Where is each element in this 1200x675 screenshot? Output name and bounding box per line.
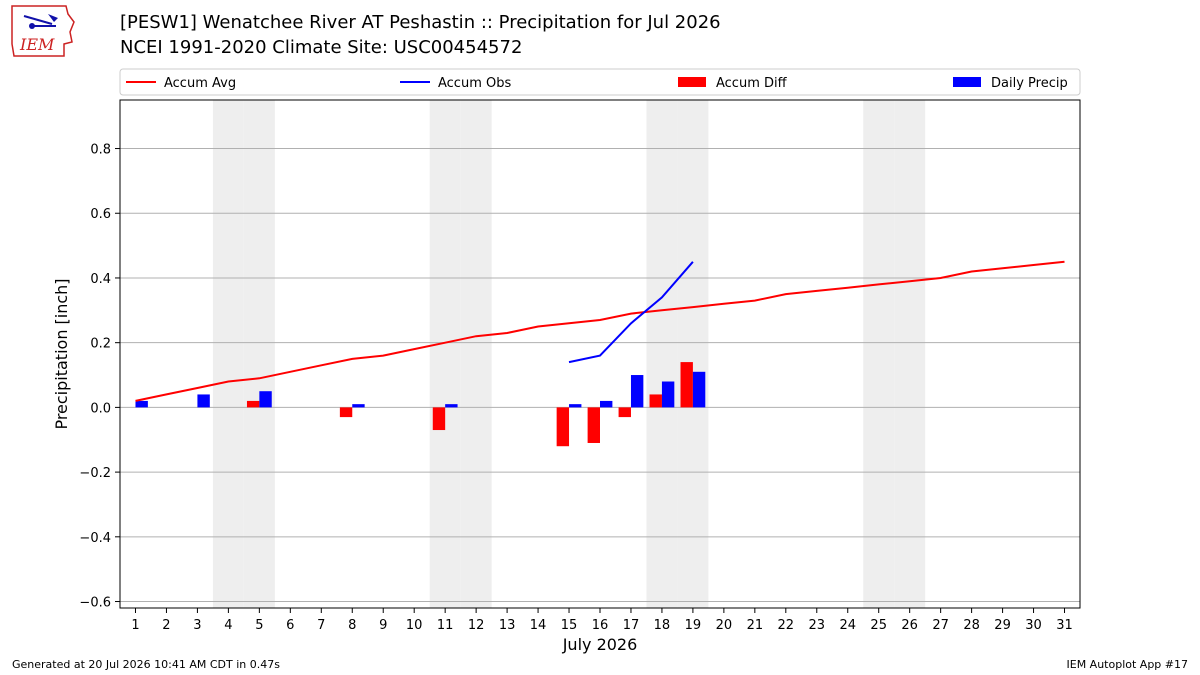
legend-daily-precip-label: Daily Precip — [991, 76, 1068, 91]
x-tick-label: 12 — [468, 618, 485, 633]
x-axis-label: July 2026 — [562, 635, 638, 654]
x-tick-label: 11 — [437, 618, 454, 633]
x-tick-label: 7 — [317, 618, 325, 633]
weekend-band — [460, 100, 492, 608]
legend-box — [119, 68, 1081, 96]
x-tick-label: 5 — [255, 618, 263, 633]
chart-subtitle: NCEI 1991-2020 Climate Site: USC00454572 — [120, 37, 523, 58]
y-tick-label: 0.4 — [90, 272, 111, 287]
x-tick-label: 22 — [778, 618, 795, 633]
legend-accum-avg-label: Accum Avg — [164, 76, 236, 91]
x-tick-label: 14 — [530, 618, 547, 633]
daily-precip-bar — [135, 400, 148, 408]
chart-title: [PESW1] Wenatchee River AT Peshastin :: … — [120, 12, 721, 33]
accum-diff-bar — [618, 407, 631, 418]
accum-diff-bar — [432, 407, 446, 431]
weekend-band — [646, 100, 678, 608]
legend-accum-diff-label: Accum Diff — [716, 76, 788, 91]
x-tick-label: 6 — [286, 618, 294, 633]
x-tick-label: 10 — [406, 618, 423, 633]
x-tick-label: 19 — [685, 618, 702, 633]
x-tick-label: 24 — [839, 618, 856, 633]
x-tick-label: 21 — [747, 618, 764, 633]
x-tick-label: 8 — [348, 618, 356, 633]
daily-precip-bar — [630, 375, 644, 408]
accum-avg-line — [135, 260, 1065, 402]
y-tick-label: 0.0 — [90, 401, 111, 416]
iem-logo: IEM — [8, 4, 80, 58]
daily-precip-bar — [197, 394, 210, 408]
x-tick-label: 26 — [901, 618, 918, 633]
accum-obs-line — [568, 261, 694, 364]
x-tick-label: 15 — [561, 618, 578, 633]
legend-accum-diff-swatch — [678, 77, 706, 87]
weekend-band — [243, 100, 275, 608]
accum-diff-bar — [339, 407, 353, 418]
weekend-band — [212, 100, 244, 608]
x-tick-label: 25 — [870, 618, 887, 633]
weekend-band — [863, 100, 895, 608]
accum-diff-bar — [649, 394, 662, 408]
accum-diff-bar — [556, 407, 570, 447]
x-tick-label: 9 — [379, 618, 387, 633]
y-tick-label: 0.2 — [90, 337, 111, 352]
daily-precip-bar — [569, 404, 582, 408]
x-tick-label: 16 — [592, 618, 609, 633]
x-tick-label: 20 — [716, 618, 733, 633]
y-tick-label: −0.6 — [79, 596, 111, 611]
x-tick-label: 23 — [809, 618, 826, 633]
daily-precip-bar — [445, 404, 458, 408]
x-tick-label: 1 — [131, 618, 139, 633]
legend-daily-precip-swatch — [953, 77, 981, 87]
y-tick-label: −0.4 — [79, 531, 111, 546]
daily-precip-bar — [600, 400, 613, 408]
daily-precip-bar — [661, 381, 675, 408]
daily-precip-bar — [352, 404, 365, 408]
daily-precip-bar — [259, 391, 272, 408]
x-tick-label: 29 — [994, 618, 1011, 633]
y-tick-label: 0.6 — [90, 207, 111, 222]
x-tick-label: 31 — [1056, 618, 1073, 633]
x-tick-label: 13 — [499, 618, 516, 633]
x-tick-label: 18 — [654, 618, 671, 633]
iem-logo-graphic: IEM — [11, 5, 75, 57]
x-tick-label: 3 — [193, 618, 201, 633]
plot-frame — [119, 99, 1081, 609]
x-tick-label: 2 — [162, 618, 170, 633]
x-tick-label: 27 — [932, 618, 949, 633]
generated-note: Generated at 20 Jul 2026 10:41 AM CDT in… — [12, 658, 280, 671]
weekend-band — [894, 100, 926, 608]
x-tick-label: 17 — [623, 618, 640, 633]
app-label: IEM Autoplot App #17 — [1066, 658, 1189, 671]
y-tick-label: 0.8 — [90, 143, 111, 158]
accum-diff-bar — [680, 362, 693, 408]
x-tick-label: 4 — [224, 618, 232, 633]
y-axis-label: Precipitation [inch] — [52, 278, 71, 429]
y-tick-label: −0.2 — [79, 466, 111, 481]
daily-precip-bar — [692, 371, 706, 408]
accum-diff-bar — [587, 407, 600, 443]
x-tick-label: 28 — [963, 618, 980, 633]
weekend-band — [677, 100, 709, 608]
logo-text: IEM — [19, 35, 55, 54]
accum-diff-bar — [246, 400, 260, 408]
weekend-band — [429, 100, 461, 608]
x-tick-label: 30 — [1025, 618, 1042, 633]
legend-accum-obs-label: Accum Obs — [438, 76, 511, 91]
